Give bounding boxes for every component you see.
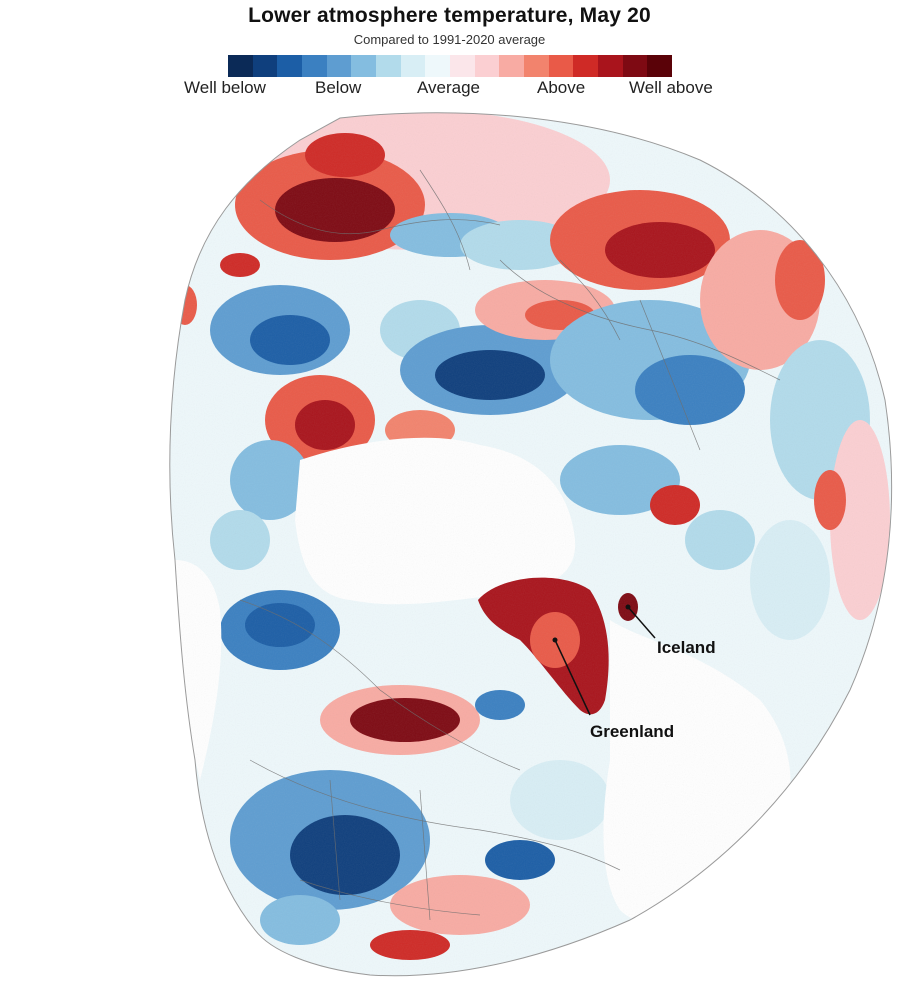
legend-label-well-above: Well above [629, 78, 713, 97]
legend-swatch-14 [573, 55, 599, 77]
annotation-iceland: Iceland [625, 604, 716, 657]
country-borders [239, 169, 781, 921]
legend-swatch-1 [252, 55, 278, 77]
legend-swatch-2 [277, 55, 303, 77]
legend-swatch-9 [450, 55, 475, 77]
legend-swatch-10 [474, 55, 500, 77]
map-subtitle: Compared to 1991-2020 average [353, 32, 546, 47]
legend-label-below: Below [315, 78, 362, 97]
land-temperature-field [169, 112, 892, 976]
legend-label-well-below: Well below [184, 78, 266, 97]
legend-swatch-8 [425, 55, 451, 77]
legend-swatch-11 [499, 55, 525, 77]
legend-label-average: Average [417, 78, 481, 97]
legend-swatch-12 [524, 55, 549, 77]
legend-swatch-13 [548, 55, 574, 77]
legend-swatch-16 [622, 55, 648, 77]
legend-swatch-3 [302, 55, 327, 77]
legend-swatch-15 [598, 55, 623, 77]
legend-swatch-4 [326, 55, 352, 77]
legend-swatch-7 [400, 55, 426, 77]
annotation-iceland-label: Iceland [657, 638, 716, 657]
legend-swatch-0 [228, 55, 253, 77]
annotation-greenland: Greenland [552, 637, 674, 741]
color-legend-bar [228, 55, 673, 77]
legend-swatch-5 [351, 55, 377, 77]
legend-swatch-17 [647, 55, 673, 77]
annotation-greenland-label: Greenland [590, 722, 674, 741]
globe-outline [169, 112, 893, 977]
legend-swatch-6 [376, 55, 401, 77]
legend-label-above: Above [537, 78, 586, 97]
map-title: Lower atmosphere temperature, May 20 [248, 4, 651, 27]
